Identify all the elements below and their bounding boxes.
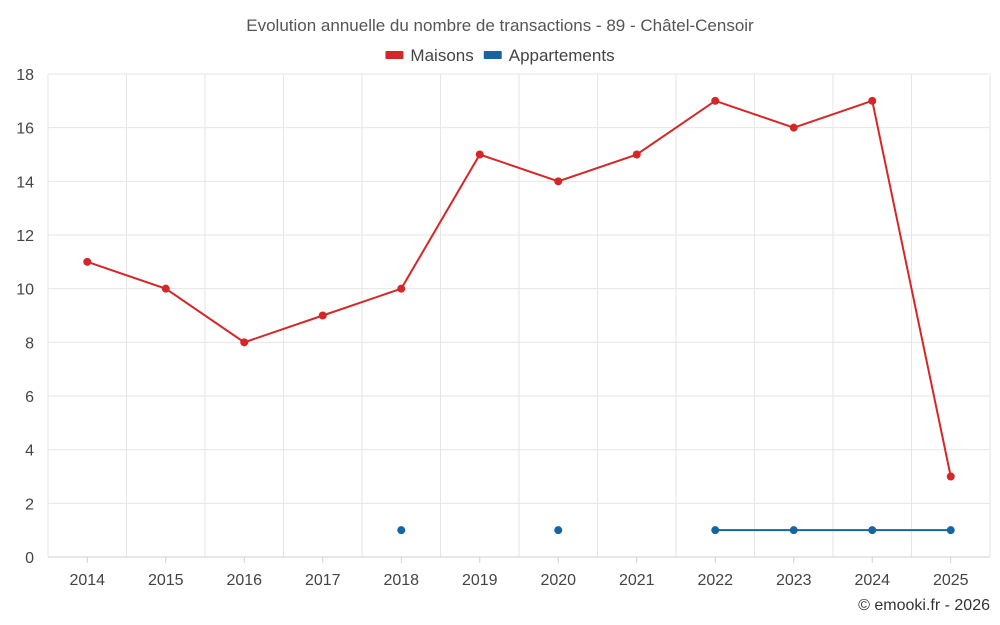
data-point-appartements[interactable] bbox=[789, 526, 798, 535]
data-point-maisons[interactable] bbox=[868, 96, 877, 105]
data-point-maisons[interactable] bbox=[711, 96, 720, 105]
x-tick-label: 2025 bbox=[933, 572, 969, 589]
legend-label: Appartements bbox=[509, 46, 615, 65]
data-point-maisons[interactable] bbox=[397, 284, 406, 293]
y-tick-label: 8 bbox=[25, 335, 34, 352]
series-appartements bbox=[397, 526, 955, 535]
legend-swatch bbox=[483, 51, 502, 59]
y-tick-label: 4 bbox=[25, 443, 34, 460]
y-tick-label: 6 bbox=[25, 389, 34, 406]
x-tick-label: 2024 bbox=[854, 572, 890, 589]
data-point-maisons[interactable] bbox=[789, 123, 798, 132]
x-tick-label: 2018 bbox=[383, 572, 419, 589]
data-point-maisons[interactable] bbox=[83, 257, 92, 266]
data-point-appartements[interactable] bbox=[946, 526, 955, 535]
x-tick-label: 2020 bbox=[540, 572, 576, 589]
x-tick-label: 2022 bbox=[697, 572, 733, 589]
y-tick-label: 10 bbox=[16, 282, 34, 299]
x-tick-label: 2021 bbox=[619, 572, 655, 589]
y-tick-label: 14 bbox=[16, 174, 34, 191]
legend-swatch bbox=[385, 51, 404, 59]
series-maisons bbox=[83, 96, 955, 481]
data-point-appartements[interactable] bbox=[711, 526, 720, 535]
y-tick-label: 12 bbox=[16, 228, 34, 245]
x-tick-label: 2019 bbox=[462, 572, 498, 589]
legend: Maisons Appartements bbox=[385, 46, 615, 65]
data-point-appartements[interactable] bbox=[554, 526, 563, 535]
data-point-maisons[interactable] bbox=[161, 284, 170, 293]
chart-title: Evolution annuelle du nombre de transact… bbox=[246, 16, 754, 35]
x-tick-label: 2014 bbox=[69, 572, 105, 589]
data-point-maisons[interactable] bbox=[632, 150, 641, 159]
series bbox=[83, 96, 955, 535]
data-point-maisons[interactable] bbox=[240, 338, 249, 347]
data-point-maisons[interactable] bbox=[318, 311, 327, 320]
y-tick-label: 18 bbox=[16, 67, 34, 84]
data-point-maisons[interactable] bbox=[946, 472, 955, 481]
legend-item-appartements[interactable]: Appartements bbox=[483, 46, 615, 65]
x-tick-label: 2016 bbox=[226, 572, 262, 589]
data-point-maisons[interactable] bbox=[554, 177, 563, 186]
data-point-maisons[interactable] bbox=[475, 150, 484, 159]
legend-label: Maisons bbox=[410, 46, 473, 65]
legend-item-maisons[interactable]: Maisons bbox=[385, 46, 474, 65]
x-tick-label: 2015 bbox=[148, 572, 184, 589]
x-tick-label: 2023 bbox=[776, 572, 812, 589]
x-tick-label: 2017 bbox=[305, 572, 341, 589]
axes: 0 2 4 6 8 10 12 14 16 18 2014 2015 2016 2017 2018 2019 2… bbox=[16, 67, 990, 589]
series-line-maisons bbox=[86, 99, 952, 477]
data-point-appartements[interactable] bbox=[868, 526, 877, 535]
data-point-appartements[interactable] bbox=[397, 526, 406, 535]
y-tick-label: 2 bbox=[25, 496, 34, 513]
credit-text: © emooki.fr - 2026 bbox=[858, 597, 990, 614]
y-tick-label: 16 bbox=[16, 121, 34, 138]
y-tick-label: 0 bbox=[25, 550, 34, 567]
grid bbox=[47, 73, 991, 558]
